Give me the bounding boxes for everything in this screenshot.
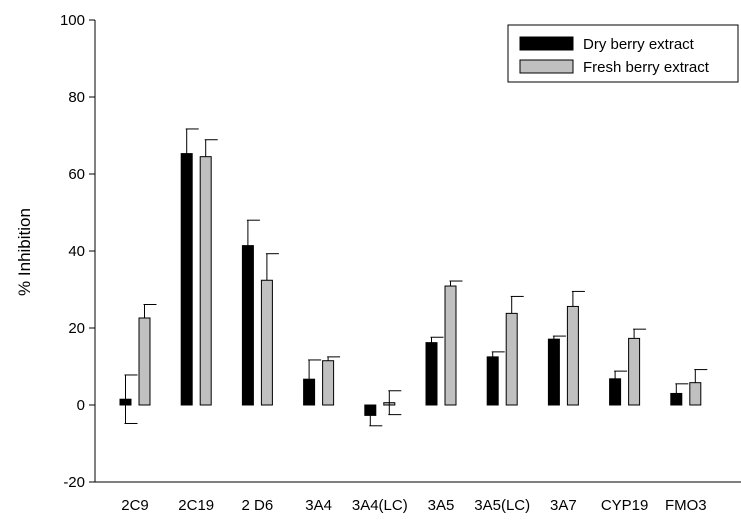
bar-fresh-berry-extract	[566, 305, 579, 406]
bar-dry-berry-extract	[303, 378, 316, 406]
bar-fresh-berry-extract	[322, 360, 335, 406]
bar-fresh-berry-extract	[689, 382, 702, 406]
legend-swatch-dry-berry-extract	[519, 36, 574, 51]
y-tick-label: 80	[68, 89, 85, 106]
x-tick-label: 3A4(LC)	[352, 497, 408, 514]
bar-fresh-berry-extract	[260, 279, 273, 406]
x-tick-label: 3A7	[550, 497, 577, 514]
legend-swatch-fresh-berry-extract	[519, 59, 574, 74]
y-axis-title: % Inhibition	[15, 208, 34, 296]
y-tick-label: 20	[68, 320, 85, 337]
bar-dry-berry-extract	[180, 153, 193, 406]
x-tick-label: 2C9	[121, 497, 149, 514]
y-axis: -20 0 20 40 60 80 100	[60, 12, 96, 491]
legend: Dry berry extract Fresh berry extract	[507, 24, 739, 83]
bar-dry-berry-extract	[425, 342, 438, 406]
bar-dry-berry-extract	[364, 404, 377, 416]
bar-fresh-berry-extract	[199, 156, 212, 406]
x-tick-label: 2 D6	[242, 497, 274, 514]
x-axis: 2C9 2C19 2 D6 3A4 3A4(LC) 3A5 3A5(LC) 3A7 CYP19 F…	[95, 481, 741, 514]
bar-dry-berry-extract	[486, 356, 499, 406]
y-tick-label: -20	[63, 474, 85, 491]
bar-fresh-berry-extract	[138, 317, 151, 406]
x-tick-label: 3A4	[305, 497, 332, 514]
x-tick-label: 2C19	[178, 497, 214, 514]
x-tick-label: 3A5(LC)	[474, 497, 530, 514]
y-tick-label: 0	[77, 397, 85, 414]
x-tick-label: 3A5	[428, 497, 455, 514]
x-tick-label: FMO3	[665, 497, 707, 514]
bar-fresh-berry-extract	[505, 312, 518, 406]
y-tick-label: 100	[60, 12, 85, 29]
y-tick-label: 60	[68, 166, 85, 183]
x-tick-label: CYP19	[601, 497, 649, 514]
bar-dry-berry-extract	[609, 378, 622, 406]
bar-fresh-berry-extract	[444, 285, 457, 406]
legend-label-dry-berry-extract: Dry berry extract	[583, 36, 695, 53]
plot-area	[119, 128, 708, 427]
y-tick-label: 40	[68, 243, 85, 260]
bar-fresh-berry-extract	[628, 337, 641, 406]
bar-dry-berry-extract	[547, 338, 560, 406]
legend-label-fresh-berry-extract: Fresh berry extract	[583, 59, 710, 76]
bar-dry-berry-extract	[241, 245, 254, 406]
bar-dry-berry-extract	[670, 392, 683, 406]
